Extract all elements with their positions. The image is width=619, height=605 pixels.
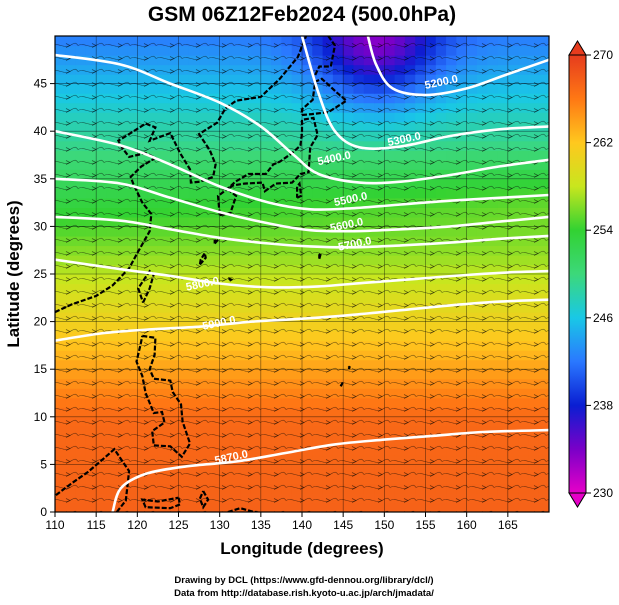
contour-line [55,53,549,185]
x-axis-title: Longitude (degrees) [220,539,383,558]
x-tick-label: 165 [498,518,518,532]
y-tick-label: 15 [34,362,48,376]
coastline [135,334,192,459]
x-tick-label: 125 [168,518,188,532]
credit-line-dcl: Drawing by DCL (https://www.gfd-dennou.o… [174,575,433,586]
contour-line [111,428,549,512]
y-tick-label: 20 [34,315,48,329]
y-axis-title: Latitude (degrees) [4,200,23,347]
coastline [216,116,319,217]
y-tick-label: 25 [34,267,48,281]
colorbar-tick-label: 246 [593,311,613,325]
contour-line [55,129,549,211]
coastline [346,365,351,370]
contour-line [55,258,549,289]
coastline [140,496,182,510]
contour-line [300,36,549,150]
contour-line [55,177,549,233]
colorbar-gradient [568,54,587,494]
y-tick-label: 40 [34,124,48,138]
coastlines [55,36,351,512]
y-tick-label: 10 [34,410,48,424]
contour-line [55,215,549,249]
colorbar-tick-label: 270 [593,48,613,62]
coastline [136,269,156,304]
x-tick-label: 110 [45,518,64,532]
x-tick-label: 150 [374,518,394,532]
height-contours [55,36,549,512]
x-tick-label: 145 [333,518,353,532]
y-tick-label: 5 [40,457,47,471]
coastline [55,36,308,314]
coastline [198,250,207,266]
plot-area: 5200.05300.05400.05500.05600.05700.05800… [55,36,549,512]
colorbar-tick-label: 230 [593,486,613,500]
x-tick-label: 160 [457,518,477,532]
colorbar-tick-label: 262 [593,136,613,150]
y-tick-label: 30 [34,219,48,233]
colorbar-tick-label: 238 [593,398,613,412]
coastline [318,252,322,260]
coastline [314,36,337,76]
colorbar: 230 238 246 254 262 270 [568,40,613,508]
coastline [198,490,210,510]
colorbar-ticks: 230 238 246 254 262 270 [586,48,613,500]
y-tick-label: 35 [34,172,48,186]
x-tick-label: 120 [127,518,147,532]
chart-title: GSM 06Z12Feb2024 (500.0hPa) [148,3,456,26]
x-tick-label: 140 [292,518,312,532]
coastline [55,447,131,512]
y-axis-ticks: 0 5 10 15 20 25 30 35 40 45 [34,77,55,519]
y-tick-label: 0 [40,505,47,519]
colorbar-tick-label: 254 [593,223,613,237]
coastline [339,381,344,387]
coastline [213,237,222,245]
y-tick-label: 45 [34,77,48,91]
x-tick-label: 155 [415,518,435,532]
contour-line [55,298,549,342]
x-tick-label: 130 [210,518,230,532]
coastline [228,276,234,282]
x-tick-label: 135 [251,518,271,532]
credit-line-data: Data from http://database.rish.kyoto-u.a… [174,588,434,599]
coastline [296,181,303,199]
colorbar-top-arrow [568,40,587,56]
contour-line [366,36,549,97]
x-tick-label: 115 [87,518,106,532]
colorbar-bottom-arrow [568,492,587,508]
coastline [300,77,349,117]
x-axis-ticks: 110 115 120 125 130 135 140 145 150 155 160 165 [45,512,518,532]
